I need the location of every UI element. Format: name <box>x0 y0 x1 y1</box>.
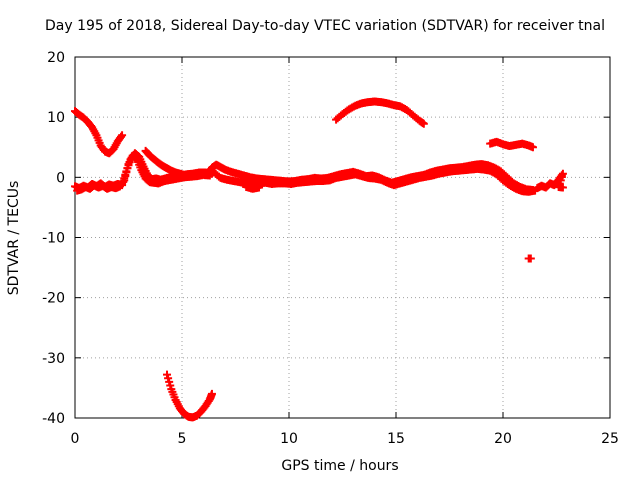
data-point <box>207 389 216 398</box>
y-tick-label: 0 <box>56 170 65 186</box>
series-arc-i <box>486 137 537 152</box>
series-arc-l <box>163 370 216 422</box>
data-point <box>120 176 129 185</box>
x-axis-label: GPS time / hours <box>281 458 398 474</box>
chart-title: Day 195 of 2018, Sidereal Day-to-day VTE… <box>45 18 605 34</box>
y-tick-label: -20 <box>42 291 65 307</box>
x-tick-label: 15 <box>387 431 405 447</box>
y-tick-label: -30 <box>42 351 65 367</box>
series-arc-d <box>141 146 193 180</box>
x-tick-label: 5 <box>178 431 187 447</box>
data-points <box>71 97 567 422</box>
series-arc-h <box>332 97 428 128</box>
x-tick-label: 25 <box>601 431 619 447</box>
y-tick-label: 20 <box>47 50 65 66</box>
x-tick-label: 0 <box>71 431 80 447</box>
data-point <box>558 183 567 192</box>
series-arc-f <box>210 164 540 196</box>
y-tick-label: -40 <box>42 411 65 427</box>
y-tick-label: -10 <box>42 231 65 247</box>
series-arc-g <box>242 182 264 193</box>
data-point <box>117 132 126 141</box>
x-tick-label: 20 <box>494 431 512 447</box>
series-arc-j <box>533 169 567 193</box>
axis-ticks <box>74 56 611 419</box>
y-tick-labels: -40 -30 -20 -10 0 10 20 <box>42 50 65 427</box>
data-point <box>121 172 130 181</box>
data-point <box>122 168 131 177</box>
x-tick-label: 10 <box>280 431 298 447</box>
y-axis-label: SDTVAR / TECUs <box>6 181 22 296</box>
data-point <box>255 183 264 192</box>
data-point <box>119 177 128 186</box>
data-point <box>184 171 193 180</box>
y-tick-label: 10 <box>47 110 65 126</box>
data-point <box>419 119 428 128</box>
data-point <box>528 143 537 152</box>
grid-lines <box>75 57 610 418</box>
series-arc-a <box>71 107 127 158</box>
series-arc-c <box>73 151 214 195</box>
data-point <box>526 254 535 263</box>
series-arc-k <box>524 254 535 263</box>
data-point <box>123 164 132 173</box>
data-point <box>118 131 127 140</box>
x-tick-labels: 0 5 10 15 20 25 <box>71 431 619 447</box>
